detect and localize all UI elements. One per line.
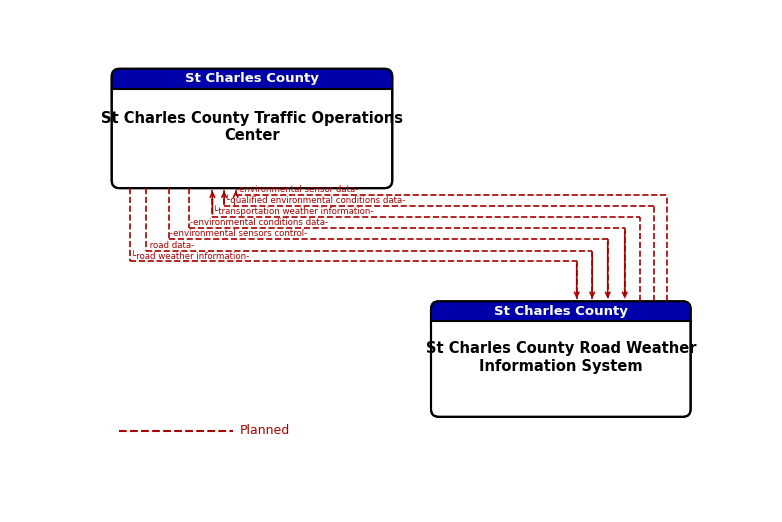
Bar: [112, 77, 393, 89]
FancyBboxPatch shape: [112, 69, 393, 89]
Text: └road weather information-: └road weather information-: [131, 252, 249, 260]
Text: road data-: road data-: [146, 241, 194, 250]
Text: -environmental conditions data-: -environmental conditions data-: [190, 218, 328, 228]
Text: St Charles County Traffic Operations
Center: St Charles County Traffic Operations Cen…: [101, 111, 403, 143]
FancyBboxPatch shape: [431, 301, 691, 417]
Text: └qualified environmental conditions data-: └qualified environmental conditions data…: [225, 194, 405, 205]
Text: St Charles County: St Charles County: [494, 305, 628, 318]
Text: Planned: Planned: [239, 424, 290, 437]
FancyBboxPatch shape: [431, 301, 691, 322]
FancyBboxPatch shape: [112, 69, 393, 188]
Text: -environmental sensors control-: -environmental sensors control-: [170, 229, 307, 238]
Text: -environmental sensor data-: -environmental sensor data-: [236, 185, 359, 194]
Bar: [431, 309, 691, 322]
Text: St Charles County Road Weather
Information System: St Charles County Road Weather Informati…: [425, 341, 696, 374]
Text: └transportation weather information-: └transportation weather information-: [213, 205, 374, 216]
Text: St Charles County: St Charles County: [185, 73, 319, 85]
